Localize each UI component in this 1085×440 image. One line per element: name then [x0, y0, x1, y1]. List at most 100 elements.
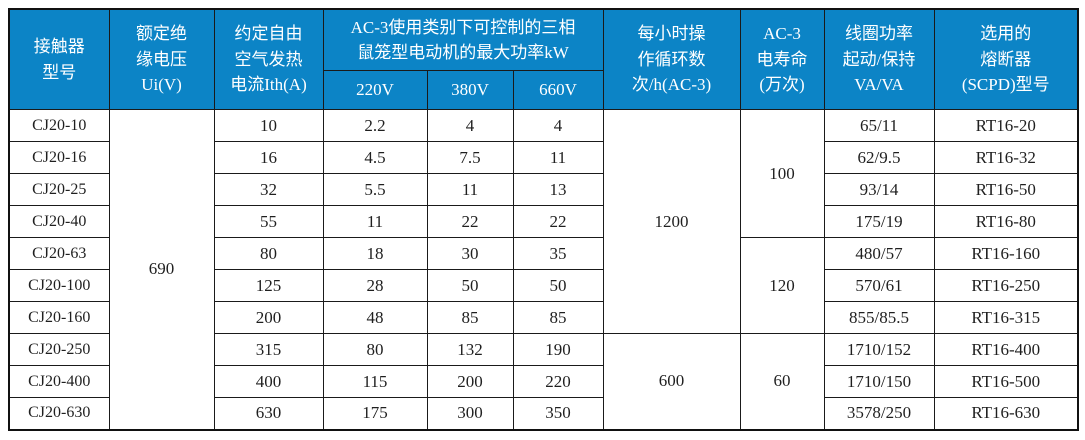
- table-row: CJ20-16 16 4.5 7.5 11 62/9.5 RT16-32: [8, 141, 1079, 174]
- fuse-cell: RT16-80: [933, 205, 1079, 238]
- table-row: CJ20-40 55 11 22 22 175/19 RT16-80: [8, 205, 1079, 238]
- table-row: CJ20-630 630 175 300 350 3578/250 RT16-6…: [8, 397, 1079, 430]
- thermal-current-cell: 200: [213, 301, 324, 334]
- coil-power-cell: 62/9.5: [823, 141, 935, 174]
- power-220v-cell: 2.2: [322, 109, 428, 142]
- thermal-current-cell: 125: [213, 269, 324, 302]
- thermal-current-cell: 315: [213, 333, 324, 366]
- coil-power-cell: 175/19: [823, 205, 935, 238]
- coil-power-cell: 3578/250: [823, 397, 935, 430]
- header-insulation-voltage: 额定绝 缘电压 Ui(V): [108, 8, 215, 110]
- model-cell: CJ20-25: [8, 173, 110, 206]
- power-660v-cell: 22: [512, 205, 604, 238]
- header-sub-220v: 220V: [322, 70, 428, 110]
- power-220v-cell: 48: [322, 301, 428, 334]
- power-660v-cell: 190: [512, 333, 604, 366]
- header-ac3-max-power: AC-3使用类别下可控制的三相 鼠笼型电动机的最大功率kW: [322, 8, 604, 71]
- power-660v-cell: 11: [512, 141, 604, 174]
- thermal-current-cell: 80: [213, 237, 324, 270]
- life-cell: 120: [739, 237, 825, 334]
- model-cell: CJ20-100: [8, 269, 110, 302]
- cycles-cell: 1200: [602, 109, 741, 334]
- power-380v-cell: 11: [426, 173, 514, 206]
- cycles-cell: 600: [602, 333, 741, 430]
- coil-power-cell: 570/61: [823, 269, 935, 302]
- fuse-cell: RT16-160: [933, 237, 1079, 270]
- coil-power-cell: 1710/152: [823, 333, 935, 366]
- power-660v-cell: 13: [512, 173, 604, 206]
- model-cell: CJ20-400: [8, 365, 110, 398]
- power-660v-cell: 35: [512, 237, 604, 270]
- model-cell: CJ20-40: [8, 205, 110, 238]
- thermal-current-cell: 32: [213, 173, 324, 206]
- table-header: 接触器 型号 额定绝 缘电压 Ui(V) 约定自由 空气发热 电流Ith(A) …: [8, 8, 1079, 110]
- power-660v-cell: 350: [512, 397, 604, 430]
- coil-power-cell: 480/57: [823, 237, 935, 270]
- header-model: 接触器 型号: [8, 8, 110, 110]
- power-660v-cell: 220: [512, 365, 604, 398]
- coil-power-cell: 1710/150: [823, 365, 935, 398]
- power-220v-cell: 175: [322, 397, 428, 430]
- fuse-cell: RT16-20: [933, 109, 1079, 142]
- table-row: CJ20-10 690 10 2.2 4 4 1200 100 65/11 RT…: [8, 109, 1079, 430]
- power-380v-cell: 132: [426, 333, 514, 366]
- header-thermal-current: 约定自由 空气发热 电流Ith(A): [213, 8, 324, 110]
- table-body: CJ20-10 690 10 2.2 4 4 1200 100 65/11 RT…: [8, 109, 1079, 430]
- power-220v-cell: 28: [322, 269, 428, 302]
- table-row: CJ20-250 315 80 132 190 600 60 1710/152 …: [8, 333, 1079, 430]
- model-cell: CJ20-16: [8, 141, 110, 174]
- power-220v-cell: 18: [322, 237, 428, 270]
- model-cell: CJ20-630: [8, 397, 110, 430]
- power-660v-cell: 4: [512, 109, 604, 142]
- power-380v-cell: 30: [426, 237, 514, 270]
- power-380v-cell: 22: [426, 205, 514, 238]
- power-380v-cell: 7.5: [426, 141, 514, 174]
- coil-power-cell: 855/85.5: [823, 301, 935, 334]
- thermal-current-cell: 400: [213, 365, 324, 398]
- table-row: CJ20-63 80 18 30 35 120 480/57 RT16-160: [8, 237, 1079, 334]
- header-sub-660v: 660V: [512, 70, 604, 110]
- fuse-cell: RT16-32: [933, 141, 1079, 174]
- power-380v-cell: 300: [426, 397, 514, 430]
- life-cell: 100: [739, 109, 825, 238]
- model-cell: CJ20-63: [8, 237, 110, 270]
- fuse-cell: RT16-250: [933, 269, 1079, 302]
- power-660v-cell: 50: [512, 269, 604, 302]
- power-220v-cell: 4.5: [322, 141, 428, 174]
- power-380v-cell: 50: [426, 269, 514, 302]
- thermal-current-cell: 55: [213, 205, 324, 238]
- power-380v-cell: 200: [426, 365, 514, 398]
- model-cell: CJ20-250: [8, 333, 110, 366]
- fuse-cell: RT16-400: [933, 333, 1079, 366]
- table-row: CJ20-25 32 5.5 11 13 93/14 RT16-50: [8, 173, 1079, 206]
- header-electrical-life: AC-3 电寿命 (万次): [739, 8, 825, 110]
- power-380v-cell: 85: [426, 301, 514, 334]
- model-cell: CJ20-160: [8, 301, 110, 334]
- coil-power-cell: 93/14: [823, 173, 935, 206]
- fuse-cell: RT16-630: [933, 397, 1079, 430]
- power-220v-cell: 5.5: [322, 173, 428, 206]
- power-220v-cell: 80: [322, 333, 428, 366]
- coil-power-cell: 65/11: [823, 109, 935, 142]
- power-220v-cell: 115: [322, 365, 428, 398]
- contactor-spec-table: 接触器 型号 额定绝 缘电压 Ui(V) 约定自由 空气发热 电流Ith(A) …: [8, 8, 1079, 431]
- table-row: CJ20-100 125 28 50 50 570/61 RT16-250: [8, 269, 1079, 302]
- life-cell: 60: [739, 333, 825, 430]
- power-660v-cell: 85: [512, 301, 604, 334]
- insulation-voltage-cell: 690: [108, 109, 215, 430]
- table-row: CJ20-400 400 115 200 220 1710/150 RT16-5…: [8, 365, 1079, 398]
- thermal-current-cell: 16: [213, 141, 324, 174]
- model-cell: CJ20-10: [8, 109, 110, 142]
- power-380v-cell: 4: [426, 109, 514, 142]
- header-coil-power: 线圈功率 起动/保持 VA/VA: [823, 8, 935, 110]
- contactor-spec-table-wrap: 接触器 型号 额定绝 缘电压 Ui(V) 约定自由 空气发热 电流Ith(A) …: [8, 8, 1079, 431]
- header-fuse-type: 选用的 熔断器 (SCPD)型号: [933, 8, 1079, 110]
- thermal-current-cell: 630: [213, 397, 324, 430]
- thermal-current-cell: 10: [213, 109, 324, 142]
- fuse-cell: RT16-50: [933, 173, 1079, 206]
- fuse-cell: RT16-315: [933, 301, 1079, 334]
- header-sub-380v: 380V: [426, 70, 514, 110]
- header-cycles-per-hour: 每小时操 作循环数 次/h(AC-3): [602, 8, 741, 110]
- fuse-cell: RT16-500: [933, 365, 1079, 398]
- power-220v-cell: 11: [322, 205, 428, 238]
